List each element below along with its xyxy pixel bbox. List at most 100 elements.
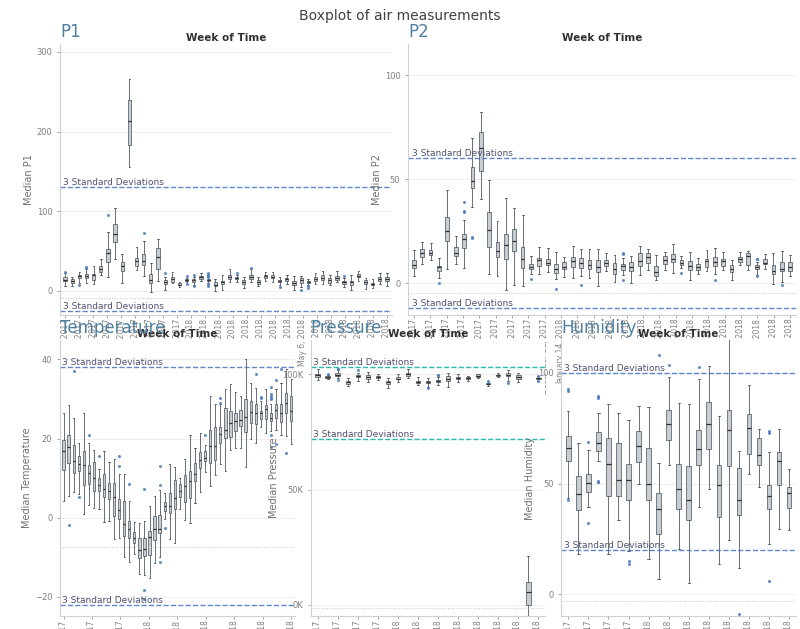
PathPatch shape <box>386 277 389 281</box>
PathPatch shape <box>73 445 74 473</box>
PathPatch shape <box>128 100 131 145</box>
PathPatch shape <box>606 438 610 496</box>
Y-axis label: Median Temperature: Median Temperature <box>22 428 32 528</box>
PathPatch shape <box>671 254 675 262</box>
PathPatch shape <box>579 258 583 268</box>
PathPatch shape <box>536 377 541 379</box>
PathPatch shape <box>135 258 138 265</box>
PathPatch shape <box>446 376 450 381</box>
PathPatch shape <box>88 465 90 484</box>
Text: P2: P2 <box>408 23 429 41</box>
PathPatch shape <box>148 531 150 555</box>
PathPatch shape <box>621 264 625 270</box>
PathPatch shape <box>571 257 574 267</box>
PathPatch shape <box>150 274 153 283</box>
Text: Humidity: Humidity <box>562 318 637 337</box>
PathPatch shape <box>103 474 105 497</box>
PathPatch shape <box>265 405 267 419</box>
PathPatch shape <box>214 427 217 460</box>
Y-axis label: Median P2: Median P2 <box>372 153 382 205</box>
PathPatch shape <box>134 532 135 543</box>
PathPatch shape <box>342 281 346 284</box>
PathPatch shape <box>504 234 508 259</box>
PathPatch shape <box>314 277 317 281</box>
PathPatch shape <box>705 259 709 267</box>
PathPatch shape <box>290 396 292 421</box>
PathPatch shape <box>292 281 295 286</box>
Text: Pressure: Pressure <box>310 318 382 337</box>
PathPatch shape <box>616 443 621 496</box>
Text: 3 Standard Deviations: 3 Standard Deviations <box>564 541 665 550</box>
PathPatch shape <box>566 436 570 462</box>
PathPatch shape <box>746 415 751 454</box>
PathPatch shape <box>321 275 324 280</box>
PathPatch shape <box>587 260 591 269</box>
PathPatch shape <box>254 404 257 424</box>
PathPatch shape <box>396 377 400 379</box>
PathPatch shape <box>63 277 66 281</box>
PathPatch shape <box>221 281 224 284</box>
PathPatch shape <box>78 456 80 472</box>
PathPatch shape <box>67 435 70 463</box>
PathPatch shape <box>470 167 474 188</box>
PathPatch shape <box>245 399 246 432</box>
PathPatch shape <box>355 375 360 377</box>
Text: Boxplot of air measurements: Boxplot of air measurements <box>299 9 501 23</box>
PathPatch shape <box>376 376 380 377</box>
PathPatch shape <box>335 276 338 280</box>
Title: Week of Time: Week of Time <box>638 329 719 339</box>
PathPatch shape <box>224 408 226 438</box>
PathPatch shape <box>143 538 146 557</box>
PathPatch shape <box>235 277 238 279</box>
PathPatch shape <box>737 468 741 515</box>
PathPatch shape <box>315 374 320 377</box>
PathPatch shape <box>185 279 188 281</box>
PathPatch shape <box>118 499 120 519</box>
PathPatch shape <box>495 242 499 257</box>
PathPatch shape <box>178 283 181 285</box>
PathPatch shape <box>242 280 246 284</box>
PathPatch shape <box>416 381 420 383</box>
Y-axis label: Median P1: Median P1 <box>24 154 34 204</box>
PathPatch shape <box>586 474 590 492</box>
PathPatch shape <box>780 262 784 271</box>
PathPatch shape <box>516 376 521 379</box>
Text: Temperature: Temperature <box>60 318 166 337</box>
PathPatch shape <box>666 411 671 440</box>
PathPatch shape <box>546 259 550 265</box>
PathPatch shape <box>138 538 141 558</box>
PathPatch shape <box>771 265 775 274</box>
PathPatch shape <box>113 482 115 516</box>
PathPatch shape <box>335 373 340 376</box>
PathPatch shape <box>638 253 642 265</box>
PathPatch shape <box>757 438 761 465</box>
PathPatch shape <box>604 260 608 265</box>
Text: P1: P1 <box>60 23 81 41</box>
PathPatch shape <box>228 275 231 279</box>
PathPatch shape <box>479 131 482 171</box>
PathPatch shape <box>158 515 161 533</box>
PathPatch shape <box>194 463 196 481</box>
Text: 3 Standard Deviations: 3 Standard Deviations <box>313 430 414 439</box>
PathPatch shape <box>204 450 206 461</box>
PathPatch shape <box>626 464 630 499</box>
PathPatch shape <box>270 413 272 421</box>
PathPatch shape <box>260 411 262 419</box>
Text: 3 Standard Deviations: 3 Standard Deviations <box>412 150 513 159</box>
PathPatch shape <box>98 477 100 491</box>
PathPatch shape <box>170 277 174 282</box>
PathPatch shape <box>738 257 742 262</box>
PathPatch shape <box>169 493 171 513</box>
PathPatch shape <box>613 264 617 274</box>
Y-axis label: Median Humidity: Median Humidity <box>525 437 535 520</box>
PathPatch shape <box>142 253 146 265</box>
PathPatch shape <box>526 582 530 604</box>
PathPatch shape <box>286 278 289 281</box>
PathPatch shape <box>285 393 287 413</box>
PathPatch shape <box>206 279 210 281</box>
PathPatch shape <box>576 476 581 510</box>
Text: 3 Standard Deviations: 3 Standard Deviations <box>63 301 164 311</box>
PathPatch shape <box>429 250 433 255</box>
PathPatch shape <box>366 375 370 379</box>
PathPatch shape <box>106 250 110 262</box>
